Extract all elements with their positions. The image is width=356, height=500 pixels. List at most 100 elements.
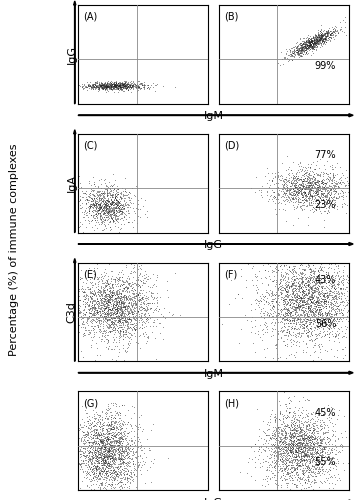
Point — [125, 320, 130, 328]
Point — [265, 298, 271, 306]
Point — [301, 281, 307, 289]
Point — [264, 164, 269, 172]
Point — [276, 442, 281, 450]
Point — [314, 192, 319, 200]
Point — [77, 82, 83, 90]
Point — [300, 406, 306, 414]
Point — [290, 52, 296, 60]
Point — [312, 42, 318, 50]
Point — [271, 472, 277, 480]
Point — [287, 430, 293, 438]
Point — [112, 200, 118, 208]
Point — [111, 82, 117, 90]
Point — [87, 298, 93, 306]
Point — [75, 198, 81, 206]
Point — [287, 266, 293, 274]
Point — [106, 204, 111, 212]
Point — [116, 297, 122, 305]
Point — [274, 448, 280, 456]
Point — [131, 329, 136, 337]
Point — [286, 440, 291, 448]
Point — [117, 316, 122, 324]
Point — [330, 28, 336, 36]
Point — [115, 428, 121, 436]
Point — [336, 317, 342, 325]
Point — [114, 306, 120, 314]
Point — [331, 295, 337, 303]
Point — [305, 294, 310, 302]
Point — [101, 216, 107, 224]
Point — [315, 182, 321, 190]
Point — [305, 304, 310, 312]
Point — [103, 470, 109, 478]
Point — [88, 420, 93, 428]
Point — [320, 279, 325, 287]
Point — [94, 459, 100, 467]
Point — [98, 472, 104, 480]
Point — [113, 192, 119, 200]
Point — [303, 416, 308, 424]
Point — [266, 460, 271, 468]
Point — [127, 318, 133, 326]
Point — [76, 426, 82, 434]
Point — [292, 464, 297, 472]
Point — [313, 186, 319, 194]
Point — [302, 452, 307, 460]
Point — [279, 185, 285, 193]
Point — [141, 82, 147, 90]
Point — [279, 476, 285, 484]
Point — [338, 306, 344, 314]
Point — [264, 308, 269, 316]
Point — [93, 199, 98, 207]
Point — [109, 311, 114, 319]
Point — [253, 299, 259, 307]
Point — [95, 201, 100, 209]
Point — [239, 272, 244, 280]
Point — [122, 447, 127, 455]
Point — [304, 425, 310, 433]
Point — [103, 309, 108, 317]
Point — [335, 264, 341, 272]
Point — [282, 315, 287, 323]
Point — [299, 286, 305, 294]
Point — [98, 81, 104, 89]
Point — [340, 301, 346, 309]
Point — [115, 218, 120, 226]
Point — [286, 302, 292, 310]
Point — [331, 310, 336, 318]
Point — [300, 175, 306, 183]
Point — [319, 446, 324, 454]
Point — [322, 294, 328, 302]
Point — [103, 200, 108, 208]
Point — [90, 81, 95, 89]
Point — [116, 336, 122, 344]
Point — [120, 417, 126, 425]
Point — [90, 274, 95, 282]
Point — [256, 425, 262, 433]
Point — [278, 200, 284, 207]
Point — [305, 42, 311, 50]
Point — [325, 34, 331, 42]
Point — [295, 313, 300, 321]
Point — [278, 310, 284, 318]
Point — [124, 296, 129, 304]
Point — [330, 302, 335, 310]
Point — [282, 312, 288, 320]
Point — [124, 84, 130, 92]
Point — [260, 445, 266, 453]
Point — [311, 38, 316, 46]
Point — [104, 82, 110, 90]
Point — [94, 295, 100, 303]
Point — [319, 296, 325, 304]
Point — [305, 186, 311, 194]
Point — [276, 291, 282, 299]
Point — [297, 269, 303, 277]
Point — [111, 314, 116, 322]
Point — [289, 468, 295, 476]
Point — [107, 316, 112, 324]
Point — [100, 438, 106, 446]
Point — [113, 430, 119, 438]
Point — [303, 426, 308, 434]
Point — [313, 449, 319, 457]
Point — [324, 421, 330, 429]
